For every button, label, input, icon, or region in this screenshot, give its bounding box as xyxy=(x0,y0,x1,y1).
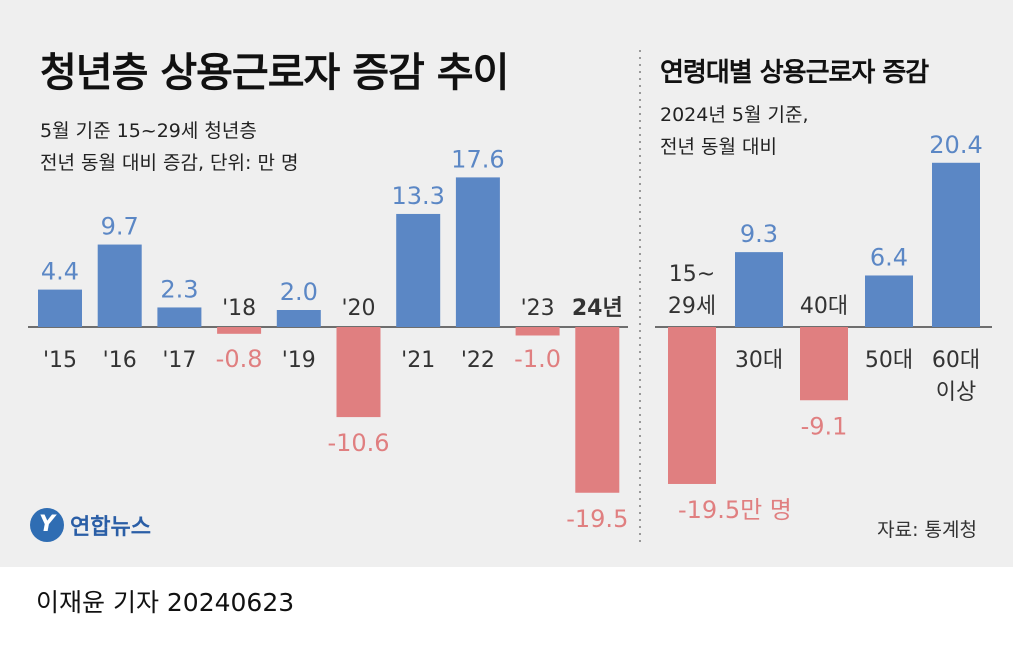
tick-label-right-0-1: 29세 xyxy=(668,294,716,319)
value-label-left-7: 17.6 xyxy=(451,145,504,173)
page-title: 청년층 상용근로자 증감 추이 xyxy=(40,50,509,96)
value-label-right-0: -19.5만 명 xyxy=(678,496,792,524)
bar-left-4 xyxy=(276,310,321,327)
value-label-left-6: 13.3 xyxy=(391,182,444,210)
tick-label-right-4-1: 이상 xyxy=(936,380,976,405)
value-label-left-3: -0.8 xyxy=(216,345,263,373)
tick-label-left-6: '21 xyxy=(401,348,435,373)
bar-left-6 xyxy=(396,213,441,327)
bar-right-4 xyxy=(932,162,980,327)
value-label-right-4: 20.4 xyxy=(929,131,982,159)
tick-label-left-3: '18 xyxy=(222,296,256,321)
source-note: 자료: 통계청 xyxy=(877,519,977,541)
chart-panel: 4.4 '15 9.7 '16 2.3 '17 -0.8 '18 2.0 '19 -10.6 '20 1… xyxy=(0,0,1013,567)
tick-label-left-4: '19 xyxy=(282,348,316,373)
bar-left-2 xyxy=(157,307,202,327)
bar-right-3 xyxy=(865,275,913,327)
subtitle-line2: 전년 동월 대비 증감, 단위: 만 명 xyxy=(40,152,299,174)
value-label-right-1: 9.3 xyxy=(740,220,778,248)
tick-label-left-5: '20 xyxy=(341,296,375,321)
right-subtitle-line2: 전년 동월 대비 xyxy=(660,136,777,158)
logo-text: 연합뉴스 xyxy=(70,515,151,540)
bar-left-8 xyxy=(515,327,560,336)
bar-right-2 xyxy=(800,327,848,401)
tick-label-right-3-0: 50대 xyxy=(865,348,913,373)
logo: Y 연합뉴스 xyxy=(30,508,151,542)
value-label-left-0: 4.4 xyxy=(41,258,79,286)
value-label-left-4: 2.0 xyxy=(280,278,318,306)
tick-label-left-9: 24년 xyxy=(572,296,623,321)
bar-left-7 xyxy=(455,177,500,327)
chart-svg: 4.4 '15 9.7 '16 2.3 '17 -0.8 '18 2.0 '19 -10.6 '20 1… xyxy=(28,50,992,545)
bar-left-3 xyxy=(217,327,262,334)
tick-label-right-1-0: 30대 xyxy=(735,348,783,373)
logo-icon: Y xyxy=(30,508,64,542)
value-label-left-2: 2.3 xyxy=(160,275,198,303)
tick-label-left-0: '15 xyxy=(43,348,77,373)
tick-label-left-2: '17 xyxy=(162,348,196,373)
tick-label-right-4-0: 60대 xyxy=(932,348,980,373)
byline: 이재윤 기자 20240623 xyxy=(36,588,295,617)
value-label-left-1: 9.7 xyxy=(101,213,139,241)
value-label-left-5: -10.6 xyxy=(327,429,389,457)
right-subtitle-line1: 2024년 5월 기준, xyxy=(660,104,809,126)
tick-label-right-2-0: 40대 xyxy=(800,294,848,319)
value-label-right-2: -9.1 xyxy=(801,412,848,440)
bar-left-9 xyxy=(575,327,620,493)
subtitle-line1: 5월 기준 15~29세 청년층 xyxy=(40,120,257,142)
bar-right-0 xyxy=(668,327,716,484)
bar-left-0 xyxy=(38,289,82,327)
bar-right-1 xyxy=(735,252,783,327)
tick-label-left-1: '16 xyxy=(103,348,137,373)
tick-label-left-8: '23 xyxy=(521,296,555,321)
value-label-right-3: 6.4 xyxy=(870,243,908,271)
bar-left-1 xyxy=(97,244,142,327)
right-chart-title: 연령대별 상용근로자 증감 xyxy=(660,58,929,88)
tick-label-right-0-0: 15~ xyxy=(669,262,715,287)
value-label-left-8: -1.0 xyxy=(514,345,561,373)
tick-label-left-7: '22 xyxy=(461,348,495,373)
value-label-left-9: -19.5 xyxy=(566,505,628,533)
bar-left-5 xyxy=(336,327,381,418)
